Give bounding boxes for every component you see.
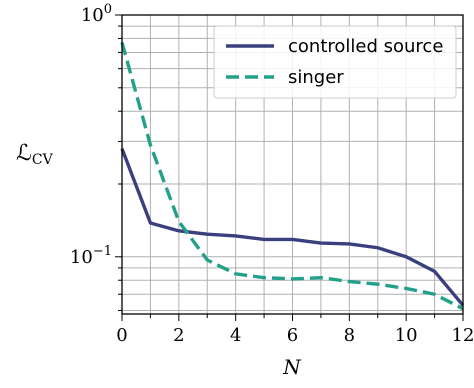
x-tick-label: 0 <box>116 325 127 346</box>
x-tick-label: 2 <box>173 325 184 346</box>
y-tick-label: 100 <box>81 2 112 26</box>
series-layer <box>120 41 465 311</box>
x-tick-label: 12 <box>452 325 474 346</box>
legend: controlled source singer <box>213 25 457 99</box>
y-tick-label-exponent: 0 <box>104 2 112 17</box>
y-axis-label-main: ℒ <box>16 141 32 166</box>
y-tick-label-base: 10 <box>70 247 93 268</box>
x-tick-label: 4 <box>230 325 241 346</box>
y-tick-label: 10−1 <box>70 244 112 268</box>
y-axis-label: ℒCV <box>16 141 54 168</box>
x-tick-label: 8 <box>344 325 355 346</box>
series-line-singer <box>120 41 464 311</box>
y-axis-label-sub: CV <box>32 152 54 168</box>
x-tick-label: 10 <box>395 325 418 346</box>
y-tick-label-exponent: −1 <box>93 244 112 259</box>
y-tick-label-base: 10 <box>81 5 104 26</box>
x-axis-label: N <box>282 355 302 379</box>
legend-label: singer <box>288 67 344 88</box>
series-line-controlled-source <box>120 148 465 307</box>
x-tick-label: 6 <box>287 325 298 346</box>
legend-label: controlled source <box>288 36 443 57</box>
legend-box <box>213 25 457 99</box>
